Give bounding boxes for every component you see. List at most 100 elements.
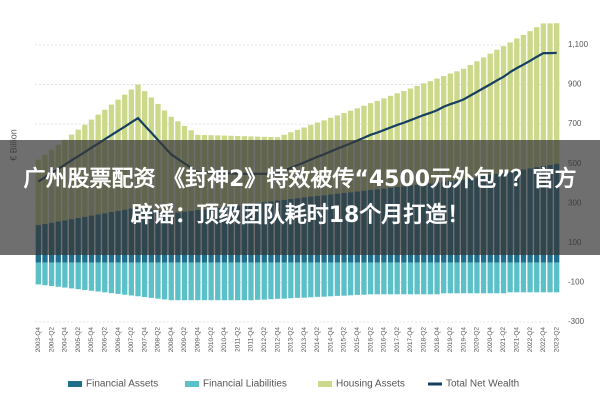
bar bbox=[441, 76, 447, 182]
bar bbox=[188, 262, 194, 301]
bar bbox=[500, 46, 507, 173]
bar bbox=[547, 262, 553, 293]
x-tick-label: 2016-Q2 bbox=[367, 327, 374, 353]
y-tick-label: 1,100 bbox=[568, 40, 589, 49]
bar bbox=[308, 262, 314, 298]
bar bbox=[387, 262, 394, 295]
y-tick-label: 700 bbox=[568, 119, 582, 128]
bar bbox=[301, 262, 307, 298]
bar bbox=[367, 262, 374, 295]
x-tick-label: 2023-Q2 bbox=[553, 327, 560, 353]
x-tick-label: 2009-Q2 bbox=[181, 327, 188, 353]
y-tick-label: 900 bbox=[568, 80, 582, 89]
bar bbox=[460, 68, 467, 180]
bar bbox=[115, 262, 121, 294]
bar bbox=[494, 49, 500, 174]
bar bbox=[460, 262, 467, 294]
x-tick-label: 2008-Q2 bbox=[155, 327, 162, 353]
x-tick-label: 2017-Q2 bbox=[394, 327, 401, 353]
legend-label: Housing Assets bbox=[336, 379, 405, 390]
bar bbox=[447, 262, 454, 294]
bar bbox=[135, 262, 141, 297]
bar bbox=[88, 262, 95, 291]
bar bbox=[268, 262, 274, 300]
bar bbox=[281, 262, 287, 299]
bar bbox=[520, 262, 527, 293]
x-tick-label: 2016-Q4 bbox=[381, 327, 388, 353]
bar bbox=[467, 262, 473, 294]
bar bbox=[454, 262, 460, 294]
x-tick-label: 2020-Q2 bbox=[474, 327, 481, 353]
bar bbox=[241, 262, 247, 301]
bar bbox=[68, 262, 75, 289]
x-tick-label: 2019-Q2 bbox=[447, 327, 454, 353]
bar bbox=[467, 64, 473, 179]
bar bbox=[161, 262, 168, 300]
x-tick-label: 2010-Q2 bbox=[208, 327, 215, 353]
bar bbox=[102, 262, 108, 293]
bar bbox=[421, 83, 427, 184]
bar bbox=[48, 262, 55, 286]
x-tick-label: 2003-Q4 bbox=[35, 327, 42, 353]
x-tick-label: 2009-Q4 bbox=[195, 327, 202, 353]
x-tick-label: 2013-Q2 bbox=[288, 327, 295, 353]
x-tick-label: 2012-Q4 bbox=[274, 327, 281, 353]
bar bbox=[208, 262, 214, 301]
bar bbox=[487, 262, 493, 294]
x-tick-label: 2008-Q4 bbox=[168, 327, 175, 353]
x-tick-label: 2012-Q2 bbox=[261, 327, 268, 353]
bar bbox=[434, 78, 440, 183]
x-tick-label: 2020-Q4 bbox=[487, 327, 494, 353]
bar bbox=[514, 38, 520, 171]
bar bbox=[514, 262, 520, 293]
bar bbox=[221, 262, 228, 301]
bar bbox=[141, 262, 148, 298]
bar bbox=[215, 262, 221, 301]
bar bbox=[454, 71, 460, 181]
bar bbox=[447, 73, 454, 181]
banner: 广州股票配资 《封神2》特效被传“4500元外包”？官方辟谣：顶级团队耗时18个… bbox=[0, 140, 600, 255]
bar bbox=[540, 262, 547, 293]
bar bbox=[381, 262, 387, 295]
bar bbox=[294, 262, 301, 298]
x-tick-label: 2004-Q2 bbox=[48, 327, 55, 353]
x-tick-label: 2019-Q4 bbox=[460, 327, 467, 353]
bar bbox=[348, 262, 354, 296]
x-tick-label: 2005-Q4 bbox=[88, 327, 95, 353]
bar bbox=[547, 23, 553, 165]
x-tick-label: 2021-Q4 bbox=[514, 327, 521, 353]
y-tick-label: -300 bbox=[568, 317, 585, 326]
bar bbox=[534, 262, 540, 293]
bar bbox=[201, 262, 208, 301]
bar bbox=[128, 262, 135, 296]
bar bbox=[354, 262, 360, 295]
bar bbox=[494, 262, 500, 294]
bar bbox=[414, 85, 420, 185]
bar bbox=[507, 42, 513, 172]
bar bbox=[507, 262, 513, 293]
y-tick-label: -100 bbox=[568, 278, 585, 287]
legend-swatch bbox=[318, 381, 332, 387]
legend-swatch bbox=[68, 381, 82, 387]
legend-swatch bbox=[185, 381, 199, 387]
x-tick-label: 2022-Q4 bbox=[540, 327, 547, 353]
bar bbox=[540, 23, 547, 166]
bar bbox=[155, 262, 161, 299]
bar bbox=[401, 262, 407, 295]
bar bbox=[474, 262, 480, 294]
bar bbox=[554, 262, 560, 293]
bar bbox=[421, 262, 427, 295]
bar bbox=[361, 262, 367, 295]
bar bbox=[427, 81, 434, 184]
x-tick-label: 2011-Q4 bbox=[248, 327, 255, 352]
x-tick-label: 2007-Q2 bbox=[128, 327, 135, 353]
x-tick-label: 2018-Q2 bbox=[420, 327, 427, 353]
bar bbox=[62, 262, 68, 288]
bar bbox=[328, 262, 334, 297]
bar bbox=[122, 262, 128, 295]
bar bbox=[261, 262, 267, 300]
bar bbox=[534, 27, 540, 168]
bar bbox=[148, 262, 154, 298]
bar bbox=[434, 262, 440, 295]
x-tick-label: 2006-Q2 bbox=[101, 327, 108, 353]
